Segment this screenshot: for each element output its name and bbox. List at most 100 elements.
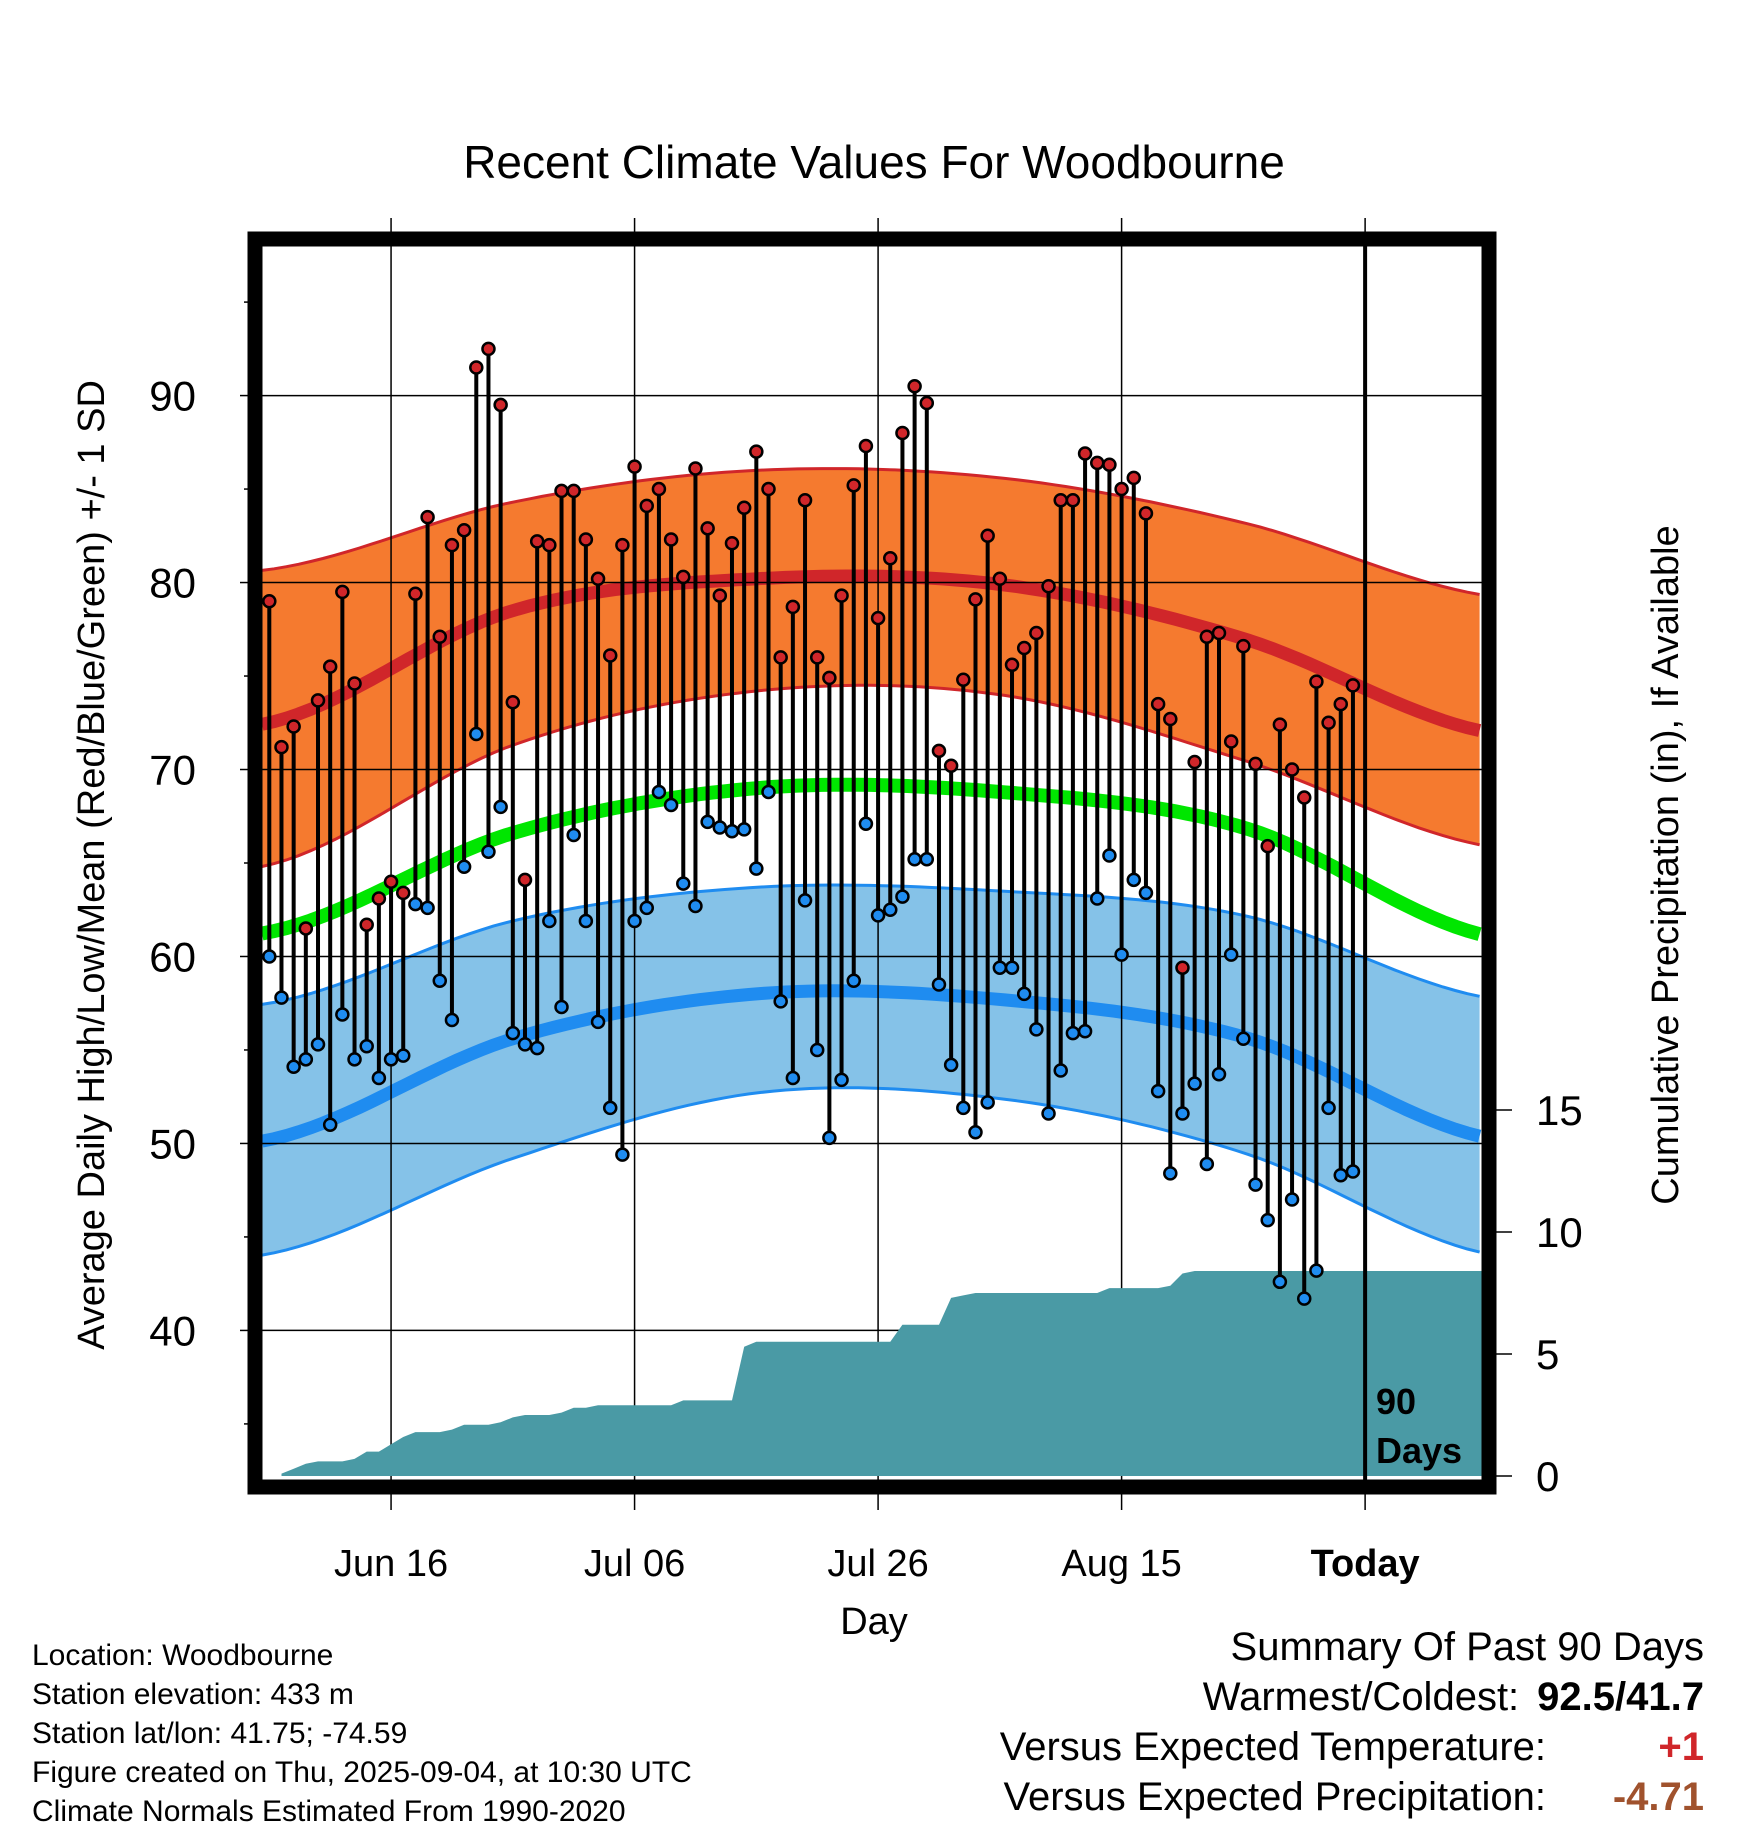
low-dot	[432, 973, 448, 989]
high-dot	[1029, 625, 1044, 641]
high-dot	[444, 537, 460, 553]
low-dot	[1187, 1076, 1202, 1091]
normal-bands	[260, 467, 1482, 1257]
precip-anomaly-label: Versus Expected Precipitation:	[1003, 1775, 1546, 1819]
info-elevation: Station elevation: 433 m	[32, 1678, 354, 1711]
high-dot	[895, 425, 910, 441]
y-tick-label: 60	[149, 933, 196, 980]
high-dot	[736, 500, 752, 516]
high-dot	[712, 588, 728, 603]
high-dot	[1065, 493, 1081, 508]
low-dot	[262, 949, 277, 964]
high-dot	[529, 534, 545, 549]
low-dot	[383, 1052, 399, 1067]
info-normals: Climate Normals Estimated From 1990-2020	[32, 1795, 626, 1828]
y2-tick-label: 5	[1536, 1331, 1559, 1378]
warm-cold-value: 92.5/41.7	[1537, 1675, 1704, 1719]
low-dot	[834, 1072, 849, 1088]
high-dot	[980, 528, 995, 544]
high-dot	[298, 921, 314, 936]
high-dot	[1333, 696, 1349, 712]
low-dot	[639, 900, 655, 916]
high-sd-band-upper-edge	[261, 467, 1480, 596]
low-dot	[444, 1012, 460, 1028]
high-dot	[1296, 790, 1312, 805]
low-dot	[1150, 1083, 1166, 1099]
y-tick-label: 40	[149, 1307, 196, 1354]
high-dot	[651, 481, 667, 497]
high-dot	[322, 659, 338, 674]
info-latlon: Station lat/lon: 41.75; -74.59	[32, 1717, 408, 1750]
low-dot	[931, 977, 947, 992]
low-dot	[1223, 947, 1239, 962]
low-dot	[1211, 1067, 1227, 1082]
high-dot	[968, 592, 983, 607]
high-dot	[1150, 696, 1166, 712]
x-tick-label: Aug 15	[1061, 1543, 1181, 1585]
low-dot	[1333, 1167, 1349, 1183]
high-dot	[310, 693, 326, 708]
high-dot	[262, 593, 277, 609]
low-dot	[286, 1059, 301, 1075]
low-dot	[493, 799, 508, 815]
y-tick-label: 70	[149, 747, 196, 794]
low-dot	[1053, 1063, 1068, 1078]
y2-tick-label: 15	[1536, 1087, 1583, 1134]
high-dot	[493, 397, 508, 413]
low-dot	[274, 990, 289, 1005]
high-dot	[956, 672, 971, 688]
low-dot	[700, 814, 715, 830]
low-dot	[347, 1052, 362, 1067]
summary-warm-cold-row: Warmest/Coldest: 92.5/41.7	[1000, 1672, 1704, 1722]
high-dot	[1284, 762, 1300, 777]
low-dot	[773, 994, 788, 1009]
low-dot	[1345, 1164, 1361, 1179]
high-dot	[639, 498, 655, 514]
low-dot	[1199, 1156, 1215, 1172]
high-dot	[286, 719, 301, 734]
high-dot	[408, 586, 423, 602]
low-dot	[481, 844, 496, 860]
low-dot	[968, 1124, 983, 1140]
low-dot	[797, 893, 813, 908]
low-dot	[371, 1070, 387, 1086]
low-dot	[956, 1100, 971, 1116]
low-dot	[517, 1037, 533, 1052]
high-dot	[1102, 457, 1117, 473]
low-dot	[651, 784, 667, 800]
low-dot	[554, 999, 569, 1015]
low-dot	[761, 784, 776, 800]
precip-area-layer	[281, 1271, 1482, 1476]
low-dot	[980, 1095, 995, 1110]
low-dot	[907, 852, 922, 867]
summary-precip-row: Versus Expected Precipitation: -4.71	[1000, 1772, 1704, 1822]
high-dot	[1126, 470, 1142, 486]
station-info: Location: Woodbourne Station elevation: …	[32, 1636, 692, 1831]
y-axis-label: Average Daily High/Low/Mean (Red/Blue/Gr…	[71, 380, 113, 1350]
low-dot	[846, 973, 861, 989]
low-dot	[1248, 1177, 1263, 1192]
high-dot	[663, 532, 679, 547]
info-created: Figure created on Thu, 2025-09-04, at 10…	[32, 1756, 692, 1789]
low-dot	[1163, 1166, 1178, 1181]
high-dot	[1138, 506, 1154, 521]
low-dot	[785, 1070, 801, 1086]
high-dot	[1175, 960, 1190, 975]
plot-border	[247, 231, 1497, 1495]
high-dot	[724, 536, 740, 551]
high-dot	[1077, 446, 1093, 461]
high-dot	[749, 444, 764, 459]
low-dot	[1065, 1025, 1081, 1041]
high-dot	[822, 670, 837, 686]
summary-temp-row: Versus Expected Temperature: +1	[1000, 1722, 1704, 1772]
high-dot	[809, 650, 825, 665]
low-dot	[1138, 885, 1154, 901]
high-dot	[931, 743, 947, 759]
low-dot	[1309, 1263, 1324, 1278]
low-sd-band-upper-edge	[261, 883, 1480, 1006]
today-days-line1: 90	[1376, 1381, 1416, 1422]
y-tick-label: 80	[149, 560, 196, 607]
low-dot	[1272, 1274, 1288, 1290]
summary-panel: Summary Of Past 90 Days Warmest/Coldest:…	[1000, 1622, 1704, 1822]
high-dot	[797, 493, 813, 508]
